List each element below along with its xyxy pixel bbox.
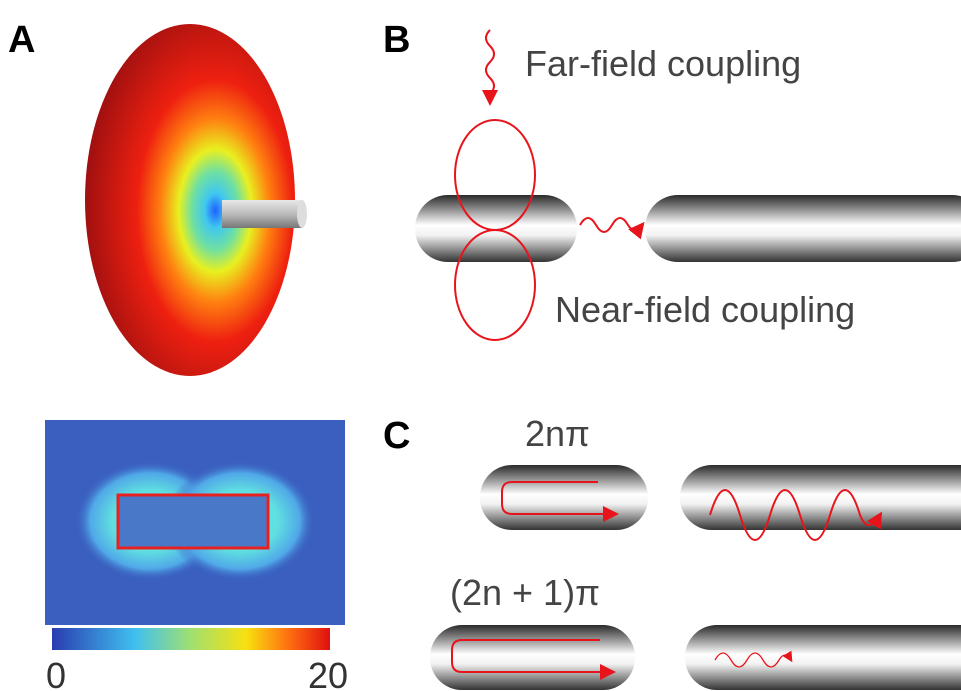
mode-even: 2nπ <box>525 413 590 454</box>
far-field-text: Far-field coupling <box>525 43 801 84</box>
nanorod <box>480 465 648 530</box>
colorbar-max: 20 <box>308 655 348 691</box>
nanorod-end <box>297 200 307 228</box>
colorbar-min: 0 <box>46 655 66 691</box>
figure: A 0 20 B Far-field coupling Near-field c… <box>0 0 961 691</box>
panel-label: A <box>8 19 35 61</box>
panel-label: C <box>383 415 410 457</box>
nanorod <box>222 200 302 228</box>
nanorod <box>415 195 577 262</box>
near-field-text: Near-field coupling <box>555 289 855 330</box>
nanorod <box>645 195 961 262</box>
colorbar <box>52 628 330 650</box>
rod-outline <box>118 495 268 548</box>
near-field-wave <box>580 218 642 232</box>
nanorod <box>685 625 961 690</box>
nanorod <box>430 625 635 690</box>
panel-label: B <box>383 19 410 61</box>
far-field-wave <box>486 30 494 102</box>
mode-odd: (2n + 1)π <box>450 572 600 613</box>
nanorod <box>680 465 961 530</box>
